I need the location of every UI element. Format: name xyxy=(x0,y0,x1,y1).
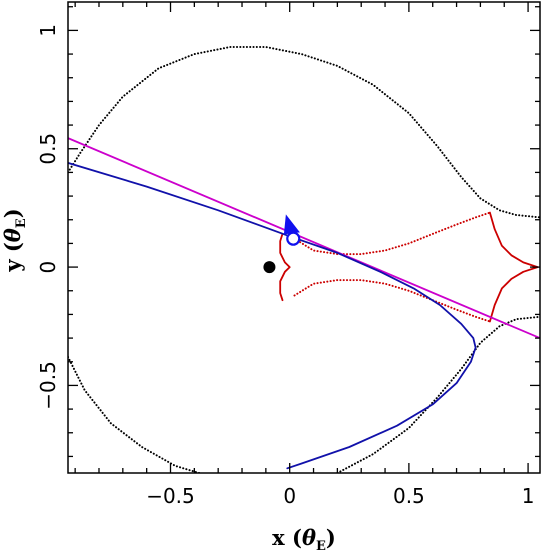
series-3-dotted-curve xyxy=(336,315,540,473)
x-tick-label: 0 xyxy=(283,484,296,508)
y-axis-label-subscript: E xyxy=(14,218,29,228)
y-tick-label: −0.5 xyxy=(36,361,60,410)
trajectory-arrow-marker xyxy=(283,214,300,235)
source-open-circle-marker xyxy=(286,231,301,246)
y-axis-label-main: y ( xyxy=(0,242,25,272)
x-tick-label: −0.5 xyxy=(146,484,195,508)
series-layer xyxy=(68,46,540,473)
plot-frame xyxy=(67,1,541,474)
series-1-dotted-curve xyxy=(68,46,540,219)
y-tick-label: 0.5 xyxy=(36,133,60,165)
y-axis-label: y (θE) xyxy=(0,208,29,272)
x-axis-label-subscript: E xyxy=(316,539,326,554)
tick-layer: −0.5 0 0.5 1 −0.5 0 0.5 1 xyxy=(36,2,540,508)
y-tick-label: 0 xyxy=(36,261,60,274)
marker-layer xyxy=(263,214,301,274)
x-tick-label: 0.5 xyxy=(393,484,425,508)
x-tick-label: 1 xyxy=(522,484,535,508)
series-2-dotted-curve xyxy=(68,356,201,473)
series-5-dotted-curve xyxy=(293,279,491,323)
x-axis-label: x (θE) xyxy=(272,525,336,554)
x-axis-label-symbol: θ xyxy=(302,525,316,550)
series-4-dotted-curve xyxy=(293,211,491,256)
series-9-solid-curve xyxy=(68,161,477,470)
x-axis-label-close: ) xyxy=(326,525,336,550)
x-axis-label-main: x ( xyxy=(272,525,302,550)
lens-filled-circle-marker xyxy=(263,261,276,274)
y-tick-label: 1 xyxy=(36,24,60,37)
y-axis-label-symbol: θ xyxy=(0,228,25,242)
y-axis-label-close: ) xyxy=(0,208,25,218)
series-8-solid-curve xyxy=(68,137,540,340)
series-6-solid-curve xyxy=(279,232,291,302)
